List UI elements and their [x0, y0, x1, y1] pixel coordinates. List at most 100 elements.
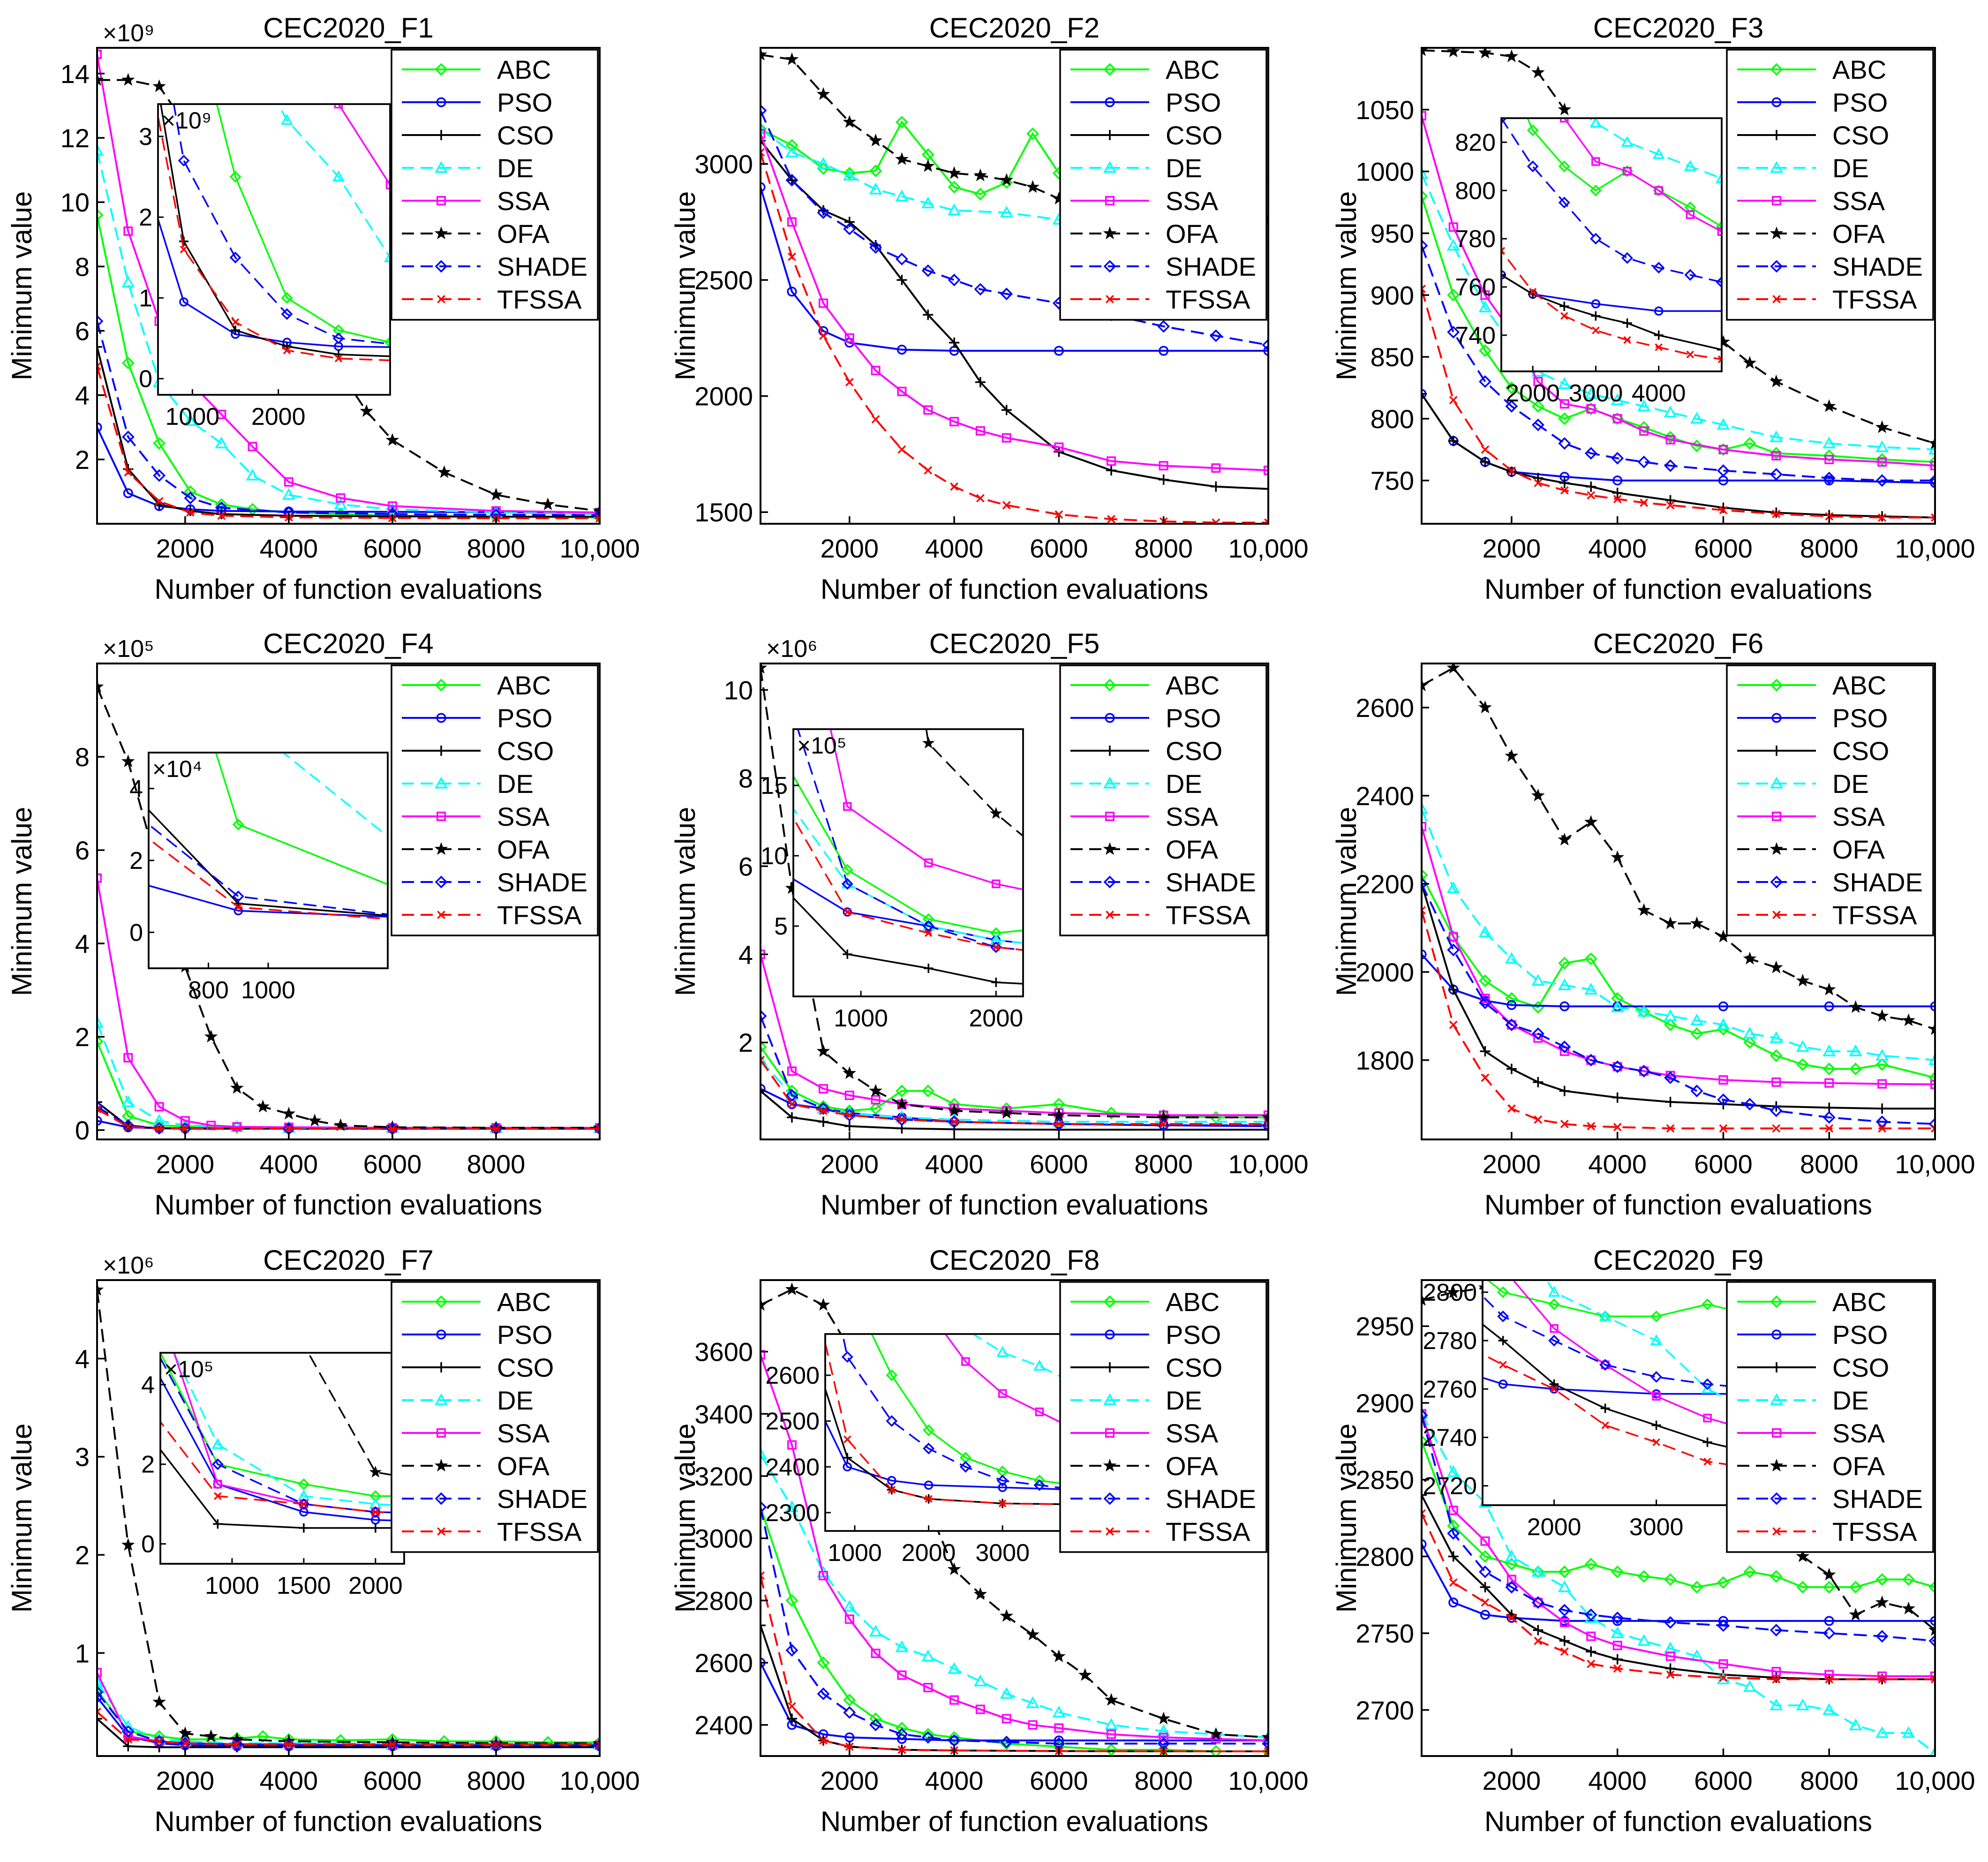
- data-point: [947, 1562, 961, 1576]
- data-point: [1507, 466, 1516, 475]
- data-point: [1637, 1004, 1651, 1017]
- series-tfssa: [1422, 1509, 1935, 1684]
- y-tick-label: 2600: [694, 1648, 753, 1678]
- inset-frame: [157, 103, 391, 396]
- data-point: [153, 437, 166, 450]
- series-shade-inset: [1501, 118, 1722, 288]
- series-shade: [1422, 877, 1935, 1131]
- inset-y-tick-label: 0: [129, 919, 143, 946]
- data-point: [229, 171, 241, 183]
- legend-item-ssa: SSA: [1737, 802, 1885, 831]
- data-point: [1584, 387, 1598, 399]
- y-tick-label: 1500: [694, 498, 753, 527]
- legend-marker: [435, 161, 448, 173]
- panel-f3: CEC2020_F3 2000 4000 6000 8000 10,000 750 800 8…: [1331, 12, 1975, 605]
- legend-item-ssa: SSA: [1737, 186, 1885, 216]
- y-tick-label: 3: [75, 1442, 90, 1472]
- series-ssa-inset: [944, 1334, 1069, 1428]
- data-point: [1481, 1073, 1490, 1082]
- data-point: [1654, 330, 1664, 340]
- data-point: [1928, 1053, 1935, 1065]
- legend-marker: [436, 97, 446, 107]
- data-point: [1026, 1696, 1039, 1708]
- data-point: [895, 1640, 909, 1652]
- data-point: [948, 1662, 961, 1674]
- plot-frame: [760, 47, 1269, 525]
- series-line: [160, 1420, 404, 1514]
- data-point: [1422, 189, 1428, 203]
- legend-label: CSO: [497, 121, 554, 150]
- data-point: [121, 73, 135, 86]
- series-line: [173, 104, 390, 345]
- data-point: [1033, 1479, 1046, 1491]
- data-point: [785, 1500, 798, 1512]
- legend-label: SHADE: [497, 867, 587, 897]
- y-tick-label: 6: [75, 836, 90, 865]
- inset-y-tick-label: 2400: [765, 1454, 820, 1481]
- data-point: [211, 1438, 224, 1449]
- data-point: [896, 275, 907, 286]
- data-point: [1637, 421, 1650, 434]
- data-point: [1105, 1718, 1118, 1730]
- data-point: [844, 1121, 855, 1131]
- y-axis-label: Minimum value: [670, 807, 701, 996]
- series-tfssa-inset: [158, 112, 390, 362]
- data-point: [1589, 118, 1602, 128]
- data-point: [124, 1735, 133, 1744]
- data-point: [843, 1694, 856, 1707]
- legend-marker: [1770, 776, 1783, 789]
- data-point: [843, 1435, 851, 1443]
- series-cso-inset: [793, 897, 1023, 987]
- legend-item-ofa: OFA: [402, 835, 550, 864]
- series-de: [1422, 167, 1935, 455]
- data-point: [1587, 1659, 1596, 1668]
- data-point: [360, 404, 374, 417]
- data-point: [1849, 1718, 1862, 1731]
- x-tick-label: 8000: [1800, 534, 1859, 563]
- data-point: [1690, 1013, 1703, 1025]
- data-point: [178, 1726, 192, 1740]
- data-point: [1478, 48, 1492, 59]
- legend-item-ofa: OFA: [402, 219, 550, 249]
- data-point: [948, 203, 961, 216]
- inset-frame: [1500, 117, 1723, 372]
- inset-y-tick-label: 820: [1455, 129, 1496, 156]
- data-point: [845, 378, 854, 386]
- data-point: [1651, 1420, 1661, 1430]
- series-line: [793, 897, 1023, 985]
- data-point: [1587, 1122, 1596, 1131]
- data-point: [1824, 1078, 1834, 1088]
- legend-item-ofa: OFA: [402, 1451, 550, 1481]
- legend-item-shade: SHADE: [1737, 867, 1923, 897]
- data-point: [1772, 1675, 1781, 1684]
- inset-y-tick-label: 2: [139, 204, 152, 231]
- data-point: [923, 1424, 935, 1436]
- data-point: [124, 1123, 133, 1131]
- series-de-inset: [1588, 118, 1722, 183]
- data-point: [232, 890, 244, 903]
- data-point: [334, 354, 343, 362]
- data-point: [1770, 1624, 1783, 1636]
- chart-title: CEC2020_F8: [929, 1244, 1100, 1276]
- series-de-inset: [282, 753, 388, 838]
- x-tick-label: 8000: [467, 1766, 526, 1795]
- data-point: [231, 325, 240, 335]
- data-point: [1157, 320, 1170, 333]
- legend-item-tfssa: TFSSA: [402, 900, 582, 930]
- data-point: [1928, 474, 1935, 487]
- data-point: [1002, 433, 1011, 443]
- data-point: [844, 217, 855, 227]
- legend-item-pso: PSO: [1070, 88, 1221, 117]
- data-point: [1654, 186, 1663, 195]
- series-line: [1422, 1415, 1935, 1642]
- data-point: [121, 356, 135, 369]
- data-point: [895, 189, 909, 202]
- legend-label: CSO: [1166, 1353, 1222, 1382]
- data-point: [1448, 984, 1459, 995]
- plot-frame: [96, 663, 601, 1140]
- data-point: [153, 1122, 166, 1135]
- data-point: [1877, 1079, 1887, 1089]
- series-line: [158, 112, 390, 362]
- data-point: [1422, 868, 1428, 882]
